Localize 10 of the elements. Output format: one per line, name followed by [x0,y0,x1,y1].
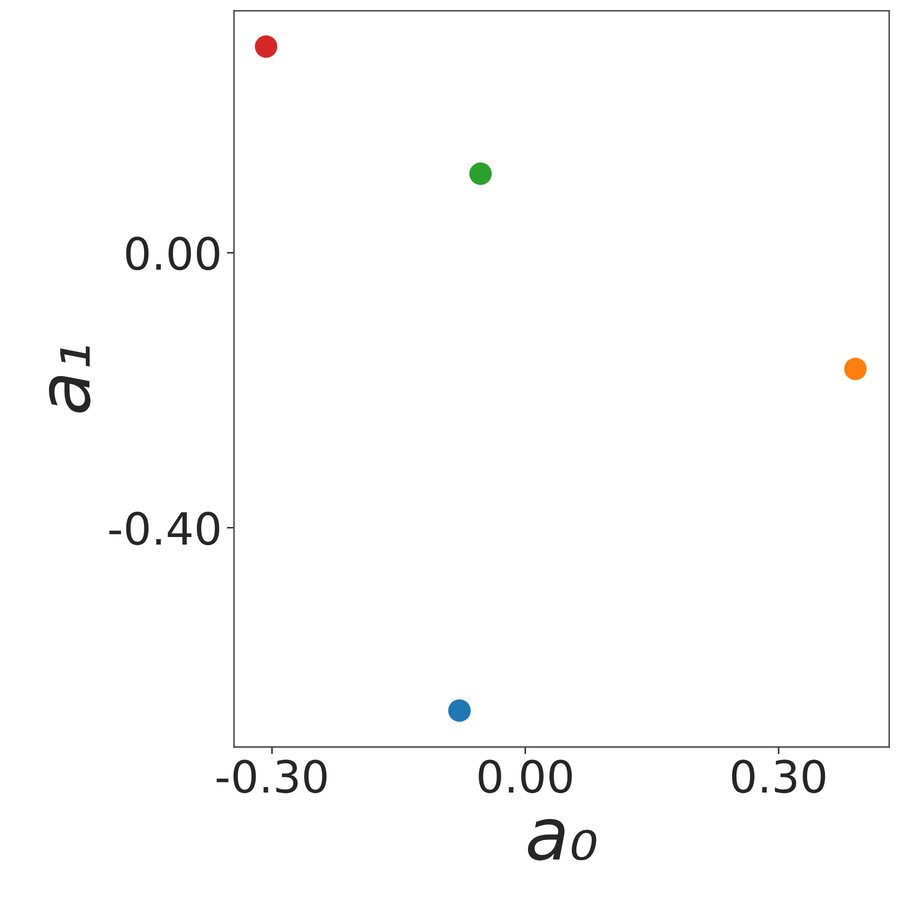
point [254,35,278,58]
x-axis-title: a₀ [528,819,596,860]
y-tick-label: -0.40 [109,512,220,546]
point [844,358,867,380]
x-tick-label: 0.00 [478,760,572,794]
point [469,162,492,185]
x-tick-label: -0.30 [216,760,327,794]
x-tick-label: 0.30 [732,760,826,794]
point [448,699,471,722]
y-axis-title: a₁ [48,346,90,413]
